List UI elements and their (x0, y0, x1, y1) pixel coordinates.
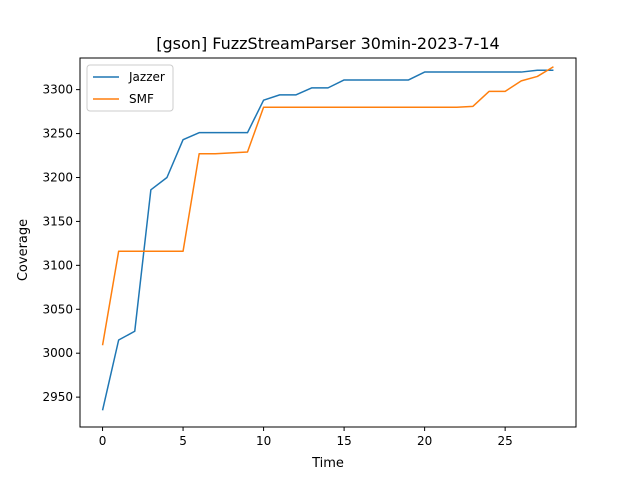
x-tick-label: 15 (336, 434, 351, 448)
x-tick-label: 0 (99, 434, 107, 448)
axis-ticks: 0 5 10 15 20 25 2950 3000 3050 3100 3150 3200 3250 33… (42, 83, 512, 448)
series-line-smf (101, 66, 554, 346)
y-tick-label: 3300 (42, 83, 73, 97)
y-tick-label: 3000 (42, 346, 73, 360)
x-axis-label: Time (311, 456, 344, 471)
series-line-jazzer (101, 69, 554, 411)
x-tick-label: 5 (179, 434, 187, 448)
series-lines (101, 66, 554, 411)
y-tick-label: 3050 (42, 302, 73, 316)
x-tick-label: 10 (256, 434, 271, 448)
y-tick-label: 3250 (42, 127, 73, 141)
legend: Jazzer SMF (86, 64, 174, 112)
y-axis-label: Coverage (16, 219, 31, 281)
chart-title: [gson] FuzzStreamParser 30min-2023-7-14 (156, 34, 499, 53)
y-tick-label: 3150 (42, 214, 73, 228)
y-tick-label: 3100 (42, 258, 73, 272)
legend-label-jazzer: Jazzer (128, 70, 165, 84)
y-tick-label: 2950 (42, 390, 73, 404)
plot-area-frame (79, 57, 577, 428)
x-tick-label: 25 (498, 434, 513, 448)
x-tick-label: 20 (417, 434, 432, 448)
y-tick-label: 3200 (42, 170, 73, 184)
legend-label-smf: SMF (129, 92, 154, 106)
